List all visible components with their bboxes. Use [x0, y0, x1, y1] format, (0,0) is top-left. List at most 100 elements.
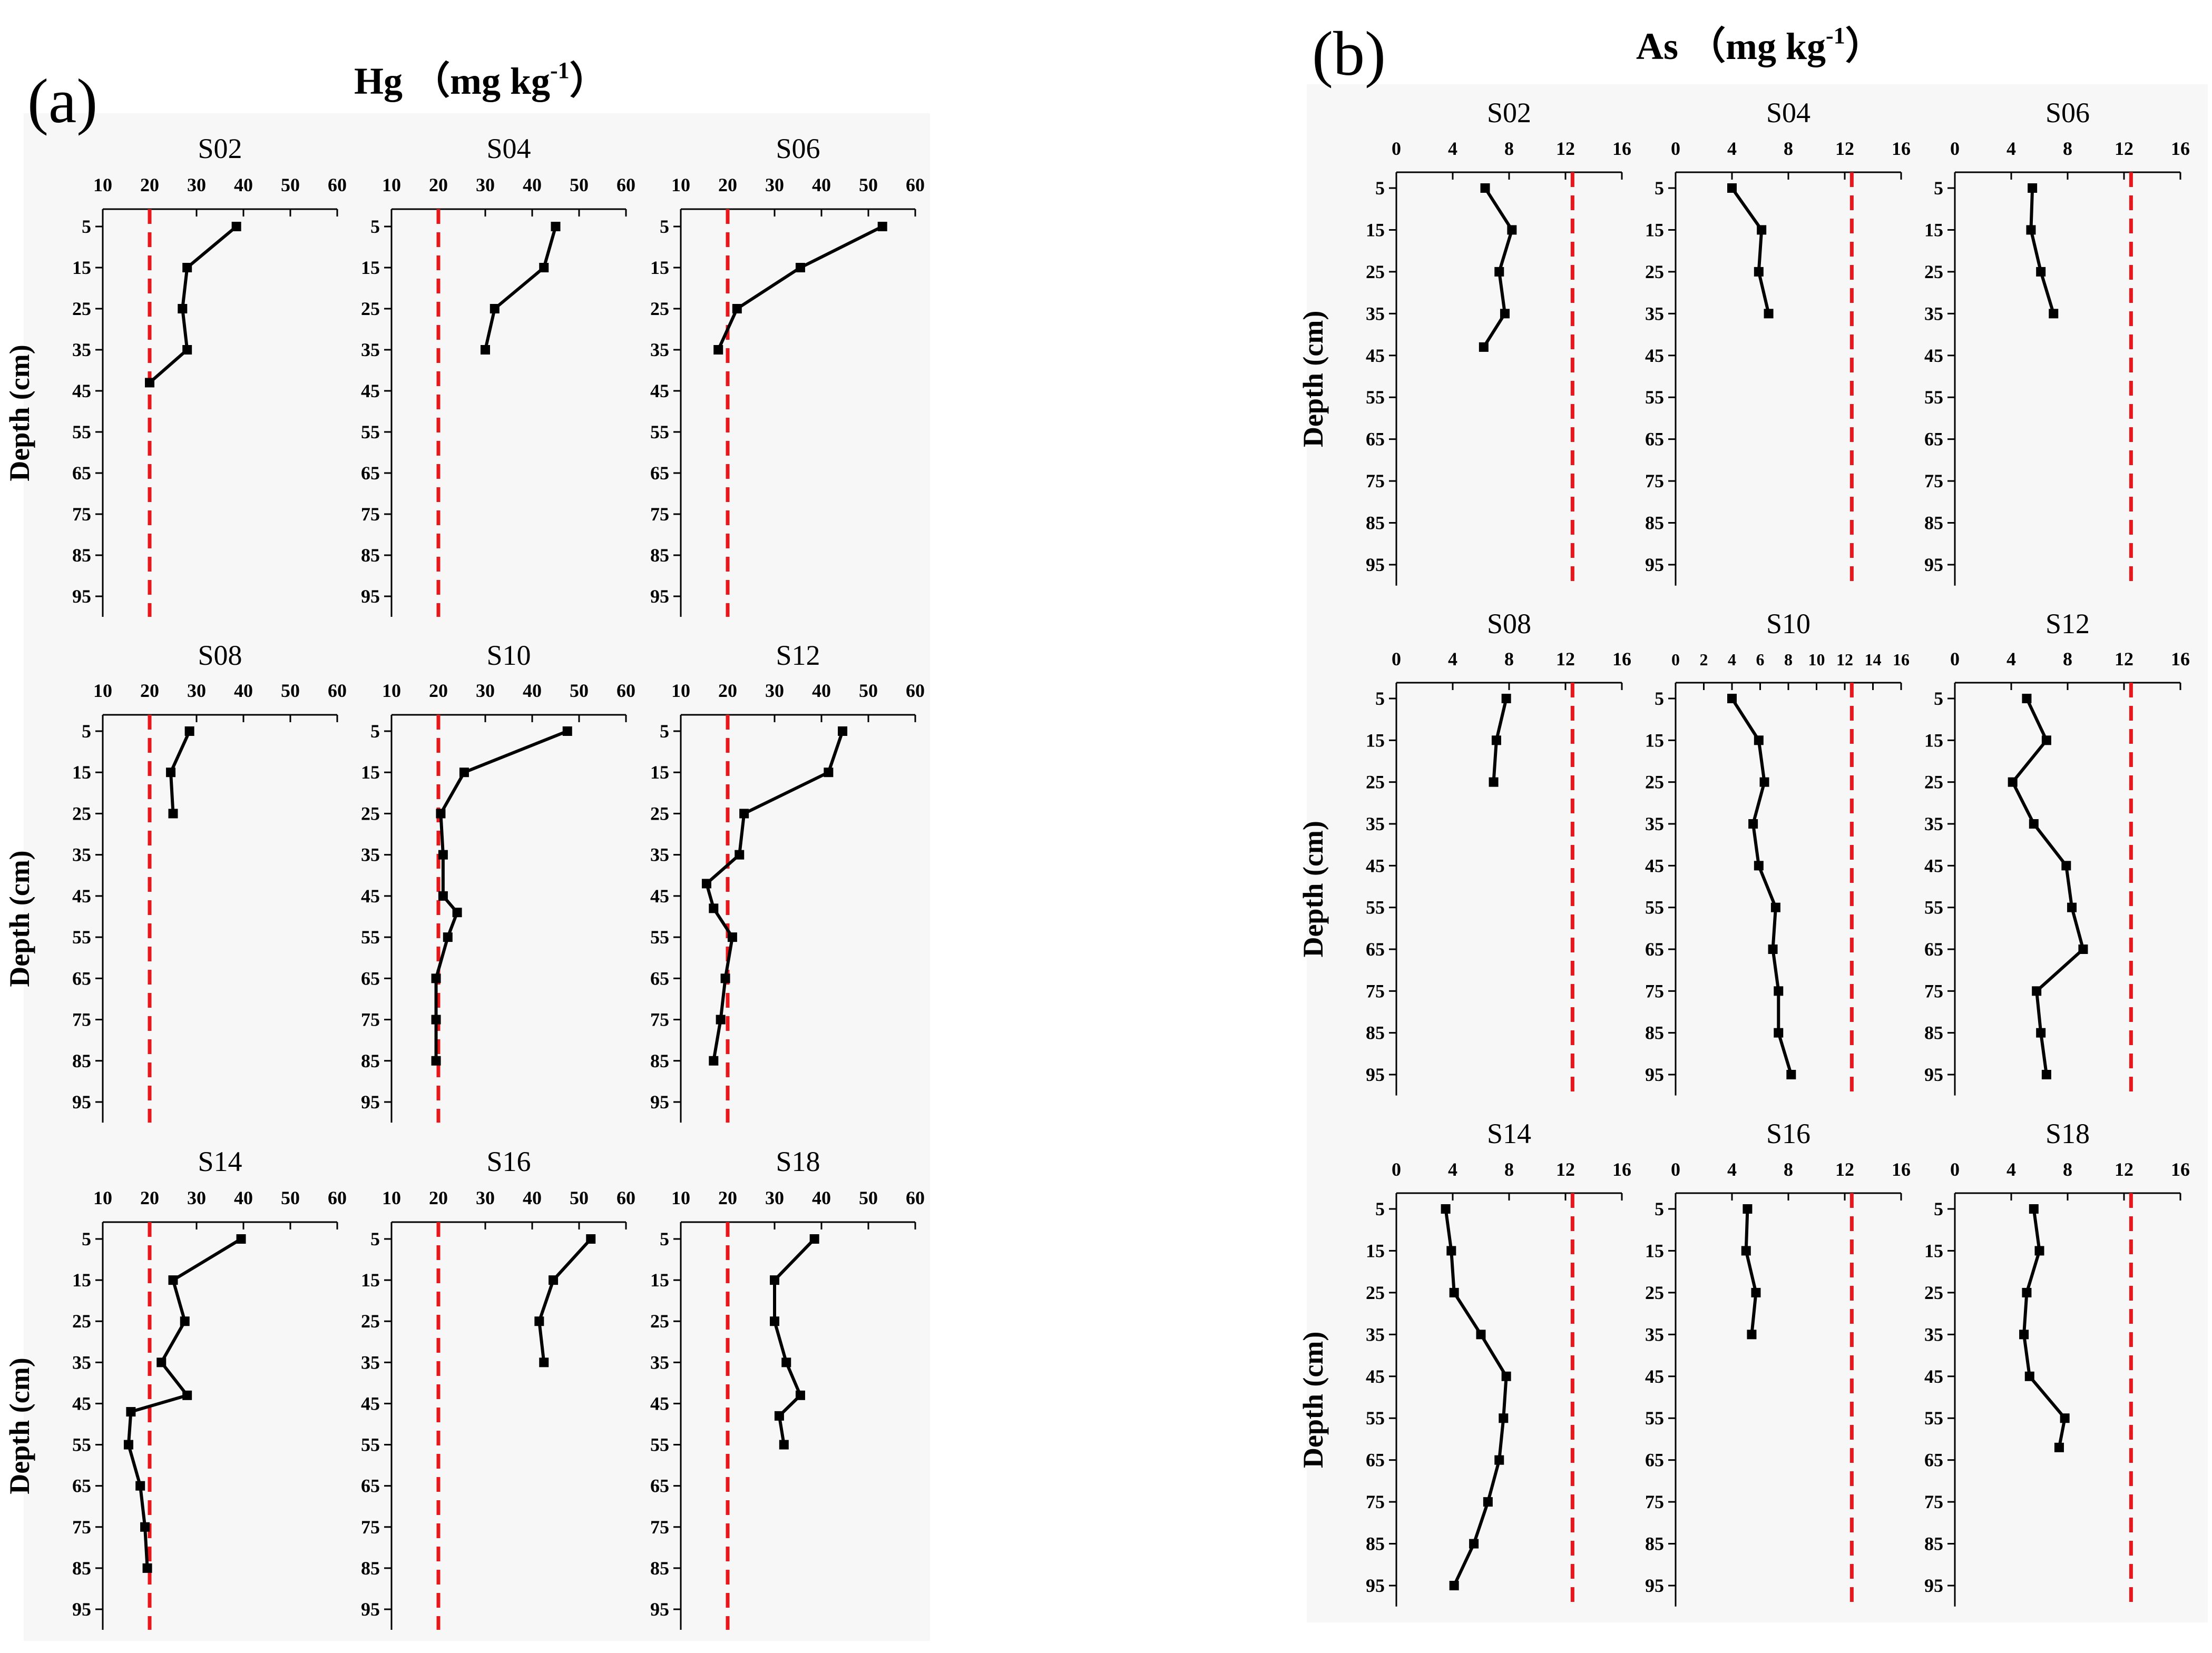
panel-a-s14-point — [140, 1522, 150, 1532]
panel-b-s18-y-tick-label: 95 — [1924, 1575, 1943, 1596]
panel-a-s12-y-tick-label: 55 — [650, 927, 669, 948]
panel-a-s18-title: S18 — [776, 1146, 820, 1177]
panel-a-s08-y-tick-label: 65 — [72, 968, 91, 989]
panel-b-s08-y-tick-label: 35 — [1366, 813, 1385, 834]
panel-a-s02-y-tick-label: 65 — [72, 463, 91, 484]
panel-a-s12-series-line — [704, 731, 844, 1061]
panel-a-s10-subplot: S10 10 20 30 40 50 60 5 15 25 35 45 55 65 75 85 95 — [361, 639, 635, 1123]
panel-a-s16-y-tick-label: 65 — [361, 1475, 380, 1497]
panel-a-s18-point — [809, 1234, 819, 1244]
panel-a-s08-x-tick-label: 30 — [187, 680, 206, 701]
panel-a-s04-subplot: S04 10 20 30 40 50 60 5 15 25 35 45 55 65 75 85 95 — [361, 133, 635, 617]
panel-b-s12-x-tick-label: 0 — [1950, 648, 1960, 670]
panel-b-s14-x-tick-label: 4 — [1448, 1159, 1457, 1180]
panel-a-s06-point — [795, 263, 805, 272]
panel-a-s10-y-tick-label: 75 — [361, 1009, 380, 1030]
panel-b-s14-x-tick-label: 16 — [1612, 1159, 1631, 1180]
panel-b-s16-y-tick-label: 95 — [1645, 1575, 1664, 1596]
panel-b-s14-point — [1476, 1330, 1486, 1340]
panel-a-background — [24, 113, 930, 1641]
panel-a-s14-point — [156, 1357, 167, 1367]
panel-b-s08-point — [1489, 777, 1499, 787]
panel-b-s16-point — [1747, 1330, 1757, 1340]
panel-b-s06-subplot: S06 0 4 8 12 16 5 15 25 35 45 55 65 75 85 95 — [1924, 97, 2190, 586]
panel-a-title-superscript: -1 — [550, 57, 570, 83]
panel-a-s06-y-tick-label: 45 — [650, 380, 669, 401]
panel-b-s02-y-tick-label: 75 — [1366, 470, 1385, 491]
panel-a-s14-x-tick-label: 20 — [140, 1187, 159, 1208]
panel-b-s14-point — [1449, 1581, 1459, 1590]
panel-b-s12-y-tick-label: 5 — [1934, 688, 1943, 709]
panel-a-s04-y-tick-label: 95 — [361, 586, 380, 607]
panel-a-s10-y-tick-label: 95 — [361, 1091, 380, 1113]
panel-b-s14-y-label: Depth (cm) — [1297, 1332, 1329, 1468]
panel-a-s08-y-label: Depth (cm) — [4, 850, 35, 987]
panel-b-s10-y-tick-label: 35 — [1645, 813, 1664, 834]
panel-b-s02-subplot: S02 0 4 8 12 16 5 15 25 35 45 55 65 75 85 95 Depth (cm) — [1297, 97, 1631, 586]
panel-b-s14-point — [1469, 1539, 1479, 1549]
panel-b-s06-y-tick-label: 5 — [1934, 178, 1943, 199]
panel-a-label: (a) — [27, 66, 97, 136]
panel-b-title-superscript: -1 — [1826, 23, 1845, 48]
panel-a-s18-x-tick-label: 60 — [906, 1187, 925, 1208]
panel-a-s02-subplot: S02 10 20 30 40 50 60 5 15 25 35 45 55 65 75 85 95 Depth … — [4, 133, 347, 617]
panel-b-s02-point — [1479, 342, 1489, 352]
panel-a-s08-point — [166, 768, 176, 778]
panel-a-s18-x-tick-label: 40 — [812, 1187, 831, 1208]
panel-a-s06-series-line — [717, 225, 884, 351]
panel-a-s06-y-tick-label: 75 — [650, 504, 669, 525]
panel-a-s16-subplot: S16 10 20 30 40 50 60 5 15 25 35 45 55 65 75 85 95 — [361, 1146, 635, 1630]
panel-a-s08-y-tick-label: 15 — [72, 762, 91, 783]
panel-b-s18-x-tick-label: 16 — [2171, 1159, 2190, 1180]
panel-a-s02-point — [145, 378, 154, 388]
panel-b-s08-x-tick-label: 4 — [1448, 648, 1457, 670]
panel-a-s12-y-tick-label: 35 — [650, 844, 669, 865]
panel-a-s18-x-tick-label: 30 — [765, 1187, 784, 1208]
panel-b-s10-x-tick-label: 8 — [1784, 650, 1793, 669]
panel-a-s04-y-tick-label: 25 — [361, 298, 380, 319]
panel-b-s16-x-tick-label: 4 — [1727, 1159, 1737, 1180]
panel-b-s10-x-tick-label: 2 — [1700, 650, 1708, 669]
panel-b-s04-title: S04 — [1766, 97, 1810, 129]
panel-b-s06-y-tick-label: 85 — [1924, 513, 1943, 534]
panel-a-s04-title: S04 — [486, 133, 531, 164]
panel-a-s12-x-tick-label: 50 — [859, 680, 878, 701]
panel-b-s02-x-tick-label: 8 — [1504, 138, 1514, 159]
panel-b-s16-y-tick-label: 5 — [1655, 1198, 1664, 1219]
panel-b-s06-y-tick-label: 65 — [1924, 429, 1943, 450]
panel-a-s02-y-tick-label: 75 — [72, 504, 91, 525]
panel-a-s04-x-tick-label: 10 — [382, 174, 401, 195]
panel-a-s14-point — [168, 1275, 178, 1285]
panel-b-s08-point — [1491, 735, 1501, 745]
panel-b-s02-title: S02 — [1487, 97, 1531, 129]
panel-b-s08-y-label: Depth (cm) — [1297, 821, 1329, 957]
panel-a-s10-point — [431, 973, 441, 983]
panel-a-s06-title: S06 — [776, 133, 820, 164]
panel-b-s10-point — [1754, 861, 1764, 871]
panel-a-s10-point — [452, 908, 462, 918]
panel-a-s04-x-tick-label: 50 — [570, 174, 589, 195]
panel-a-s16-point — [539, 1357, 549, 1367]
panel-a-s02-y-label: Depth (cm) — [4, 345, 35, 481]
panel-b-s06-point — [2049, 309, 2059, 319]
panel-b-s08-x-tick-label: 16 — [1612, 648, 1631, 670]
panel-a-s04-y-tick-label: 35 — [361, 339, 380, 360]
panel-a-s12-point — [709, 903, 719, 913]
panel-b-s04-y-tick-label: 75 — [1645, 470, 1664, 491]
panel-a-s16-y-tick-label: 45 — [361, 1393, 380, 1414]
panel-a-s14-point — [236, 1234, 246, 1244]
panel-a-s10-point — [459, 768, 469, 778]
panel-b-s08-y-tick-label: 75 — [1366, 980, 1385, 1001]
panel-a-s18-x-tick-label: 10 — [671, 1187, 690, 1208]
panel-b-s10-point — [1770, 902, 1780, 912]
panel-b-s02-y-tick-label: 5 — [1375, 178, 1385, 199]
panel-a-s02-point — [182, 345, 192, 355]
panel-a-s12-x-tick-label: 40 — [812, 680, 831, 701]
panel-b-s06-y-tick-label: 25 — [1924, 261, 1943, 282]
panel-a-s04-y-tick-label: 75 — [361, 504, 380, 525]
panel-a-s12-point — [720, 973, 730, 983]
panel-a-s10-point — [436, 809, 446, 819]
panel-a-s14-x-tick-label: 10 — [93, 1187, 112, 1208]
panel-a-s08-x-tick-label: 60 — [328, 680, 347, 701]
panel-b-s14-title: S14 — [1487, 1118, 1531, 1149]
